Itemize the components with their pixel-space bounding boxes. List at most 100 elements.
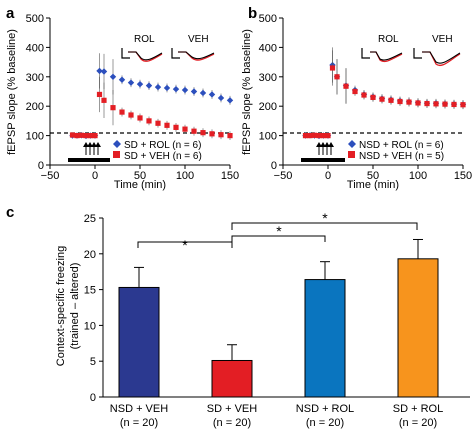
panel-b-xtick-label: 100: [409, 170, 427, 182]
data-point: [406, 99, 412, 105]
panel-c-ytick-label: 15: [84, 285, 96, 297]
panel-a-xtick-label: −50: [41, 170, 60, 182]
data-point: [118, 76, 126, 83]
panel-a-ytick-label: 300: [26, 72, 44, 84]
panel-b-inset-rol-label: ROL: [378, 34, 399, 45]
data-point: [352, 88, 358, 95]
panel-c-ytick-label: 10: [84, 320, 96, 332]
bar-n-label: (n = 20): [213, 417, 251, 429]
data-point: [307, 133, 313, 139]
panel-a-inset-rol-label: ROL: [134, 34, 155, 45]
panel-a-stim-arrows: [83, 142, 101, 155]
panel-a-ytick-label: 400: [26, 42, 44, 54]
panel-b-ylabel: fEPSP slope (% baseline): [241, 29, 253, 155]
panel-b-inset-veh: VEH: [413, 34, 461, 67]
panel-b-xtick-label: −50: [274, 170, 293, 182]
data-point: [217, 94, 225, 102]
data-point: [370, 94, 376, 100]
panel-a-inset-veh: VEH: [171, 34, 215, 61]
panel-a-ylabel: fEPSP slope (% baseline): [6, 29, 18, 155]
data-point: [101, 97, 107, 103]
data-point: [329, 65, 336, 71]
panel-b-legend: NSD + ROL (n = 6) NSD + VEH (n = 5): [348, 140, 444, 162]
data-point: [226, 97, 234, 104]
data-point: [191, 128, 197, 134]
data-point: [379, 96, 385, 102]
panel-a-ytick-label: 200: [26, 101, 44, 113]
data-point: [154, 83, 162, 91]
data-point: [181, 86, 189, 94]
panel-a-xtick-label: 50: [134, 170, 146, 182]
data-point: [320, 133, 327, 139]
panel-b-ytick-label: 100: [259, 131, 277, 143]
data-point: [164, 122, 170, 128]
panel-a-ytick-label: 500: [26, 13, 44, 25]
panel-b-legend-marker-2: [348, 151, 355, 158]
data-point: [227, 133, 233, 139]
data-point: [325, 133, 331, 139]
panel-b-xtick-label: 50: [367, 170, 379, 182]
panel-c-ylabel-line1: Context-specific freezing: [55, 246, 67, 366]
panel-b-label: b: [248, 5, 257, 22]
panel-a-legend-marker-2: [113, 151, 120, 158]
data-point: [424, 100, 430, 107]
panel-a-xtick-label: 100: [176, 170, 194, 182]
data-point: [397, 98, 403, 105]
panel-a-legend: SD + ROL (n = 6) SD + VEH (n = 6): [113, 140, 202, 162]
data-point: [136, 80, 144, 88]
data-point: [361, 92, 367, 98]
panel-b-legend-label-1: NSD + ROL (n = 6): [359, 140, 444, 151]
panel-a-legend-label-1: SD + ROL (n = 6): [124, 140, 201, 151]
panel-c: c 0 5 10 15 20 25 NSD + VEH (n = 20) SD + VEH (n…: [6, 204, 470, 429]
data-point: [208, 91, 216, 98]
data-point: [172, 85, 180, 93]
panel-a-ytick-label: 0: [38, 160, 44, 172]
data-point: [302, 133, 309, 139]
data-point: [433, 101, 439, 107]
panel-c-ylabel: Context-specific freezing (trained – alt…: [55, 246, 81, 366]
data-point: [442, 101, 448, 107]
data-point: [163, 84, 171, 92]
panel-a-legend-marker-1: [113, 140, 121, 148]
significance-star-2: *: [276, 223, 282, 239]
data-point: [316, 133, 322, 139]
data-point: [92, 133, 98, 139]
data-point: [388, 97, 394, 103]
data-point: [200, 130, 206, 136]
data-point: [109, 73, 117, 80]
bar-n-label: (n = 20): [399, 417, 437, 429]
panel-c-ylabel-line2: (trained – altered): [69, 263, 81, 350]
data-point: [460, 102, 466, 108]
panel-c-ytick-label: 20: [84, 249, 96, 261]
panel-b-ytick-label: 400: [259, 42, 277, 54]
bar-n-label: (n = 20): [120, 417, 158, 429]
data-point: [74, 133, 80, 139]
data-point: [415, 100, 421, 106]
data-point: [209, 131, 215, 137]
panel-a-label: a: [6, 5, 15, 22]
bar-category-label: SD + ROL: [393, 403, 443, 415]
panel-a-xtick-label: 0: [92, 170, 98, 182]
data-point: [451, 101, 457, 108]
significance-star-1: *: [182, 237, 188, 253]
panel-b-xlabel: Time (min): [347, 179, 399, 191]
significance-star-3: *: [322, 210, 328, 226]
panel-b-legend-marker-1: [348, 140, 356, 148]
data-point: [69, 132, 76, 138]
bar-n-label: (n = 20): [306, 417, 344, 429]
bar: [118, 286, 160, 398]
bar-category-label: NSD + VEH: [110, 403, 168, 415]
data-point: [218, 132, 224, 138]
bar: [397, 258, 439, 398]
panel-c-ytick-label: 5: [90, 356, 96, 368]
data-point: [173, 124, 179, 130]
data-point: [83, 133, 89, 139]
bar: [211, 359, 253, 398]
panel-b-ytick-label: 500: [259, 13, 277, 25]
panel-b-ytick-label: 300: [259, 72, 277, 84]
panel-a-series: [69, 53, 234, 141]
panel-a-xlabel: Time (min): [114, 179, 166, 191]
data-point: [146, 118, 152, 124]
bar-category-label: NSD + ROL: [296, 403, 354, 415]
